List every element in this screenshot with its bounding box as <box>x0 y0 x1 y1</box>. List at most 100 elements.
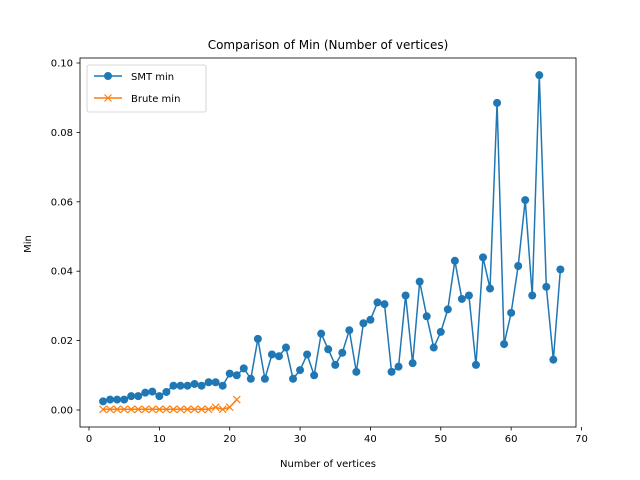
data-point-brute <box>232 395 241 404</box>
data-point-brute <box>127 405 136 414</box>
data-point-brute <box>176 405 185 414</box>
data-point-brute <box>169 405 178 414</box>
data-point-smt <box>317 329 326 338</box>
data-point-smt <box>507 308 516 317</box>
legend: SMT min Brute min <box>86 64 207 113</box>
data-point-brute <box>141 405 150 414</box>
data-point-smt <box>155 392 164 401</box>
data-point-smt <box>464 291 473 300</box>
data-point-brute <box>120 405 129 414</box>
data-point-brute <box>155 405 164 414</box>
data-point-smt <box>162 387 171 396</box>
legend-label-brute: Brute min <box>131 94 180 105</box>
data-point-smt <box>253 334 262 343</box>
data-point-smt <box>535 71 544 80</box>
data-point-smt <box>303 350 312 359</box>
data-point-smt <box>274 352 283 361</box>
legend-marker-brute <box>104 94 112 102</box>
data-point-brute <box>134 405 143 414</box>
data-point-smt <box>549 355 558 364</box>
legend-marker-smt <box>104 72 112 80</box>
x-tick-label: 20 <box>223 434 236 445</box>
data-point-brute <box>183 405 192 414</box>
data-point-smt <box>338 348 347 357</box>
data-point-smt <box>239 364 248 373</box>
data-point-smt <box>387 367 396 376</box>
data-point-smt <box>394 362 403 371</box>
x-tick-label: 30 <box>294 434 307 445</box>
data-point-smt <box>225 369 234 378</box>
x-tick-label: 70 <box>575 434 588 445</box>
y-axis-label: Min <box>23 235 34 253</box>
y-tick-label: 0.08 <box>51 128 73 139</box>
data-point-smt <box>521 196 530 205</box>
x-tick-label: 0 <box>86 434 92 445</box>
data-point-smt <box>176 381 185 390</box>
data-point-smt <box>500 340 509 349</box>
data-point-brute <box>211 403 220 412</box>
data-point-smt <box>415 277 424 286</box>
data-point-smt <box>345 326 354 335</box>
data-point-smt <box>296 366 305 375</box>
data-point-smt <box>366 315 375 324</box>
data-point-smt <box>359 319 368 328</box>
data-point-smt <box>281 343 290 352</box>
data-point-brute <box>162 405 171 414</box>
data-point-smt <box>211 378 220 387</box>
data-point-smt <box>113 395 122 404</box>
data-point-smt <box>324 345 333 354</box>
data-point-brute <box>99 405 107 414</box>
x-axis-label: Number of vertices <box>280 459 376 470</box>
axes: 0 10 20 30 40 50 60 70 0.00 0.02 0.04 0.06 0.08 0.10 <box>51 57 588 445</box>
data-point-smt <box>408 359 417 368</box>
data-point-smt <box>204 378 213 387</box>
data-point-smt <box>443 305 452 314</box>
data-point-smt <box>331 360 340 369</box>
data-point-smt <box>169 381 178 390</box>
y-tick-label: 0.10 <box>51 59 73 70</box>
data-point-smt <box>310 371 319 380</box>
data-point-brute <box>197 405 206 414</box>
data-point-smt <box>528 291 537 300</box>
data-point-smt <box>429 343 438 352</box>
data-point-smt <box>127 392 136 401</box>
data-point-smt <box>141 388 150 397</box>
data-point-smt <box>450 256 459 265</box>
data-point-brute <box>106 405 115 414</box>
data-point-brute <box>113 405 122 414</box>
data-point-smt <box>493 98 502 107</box>
data-point-brute <box>218 405 227 414</box>
x-tick-label: 10 <box>153 434 166 445</box>
data-point-smt <box>120 395 129 404</box>
data-point-smt <box>422 312 431 321</box>
data-point-smt <box>260 374 269 383</box>
data-point-smt <box>148 387 157 396</box>
data-point-smt <box>99 397 108 406</box>
data-point-smt <box>352 367 361 376</box>
data-point-smt <box>267 350 276 359</box>
x-tick-label: 40 <box>364 434 377 445</box>
y-tick-label: 0.04 <box>51 267 73 278</box>
y-tick-label: 0.02 <box>51 336 73 347</box>
data-point-smt <box>457 294 466 303</box>
data-point-smt <box>190 379 199 388</box>
data-point-smt <box>134 392 143 401</box>
x-tick-label: 60 <box>505 434 518 445</box>
data-point-smt <box>289 374 298 383</box>
data-point-smt <box>401 291 410 300</box>
data-point-smt <box>542 282 551 291</box>
data-point-smt <box>232 371 241 380</box>
data-point-smt <box>471 360 480 369</box>
data-point-smt <box>514 261 523 270</box>
y-tick-label: 0.00 <box>51 406 73 417</box>
legend-label-smt: SMT min <box>131 72 174 83</box>
data-point-smt <box>436 327 445 336</box>
data-point-smt <box>380 300 389 309</box>
data-point-smt <box>106 395 115 404</box>
data-point-smt <box>373 298 382 307</box>
data-point-smt <box>478 253 487 262</box>
chart-title: Comparison of Min (Number of vertices) <box>208 38 449 52</box>
data-point-brute <box>225 403 234 412</box>
data-point-brute <box>148 405 157 414</box>
